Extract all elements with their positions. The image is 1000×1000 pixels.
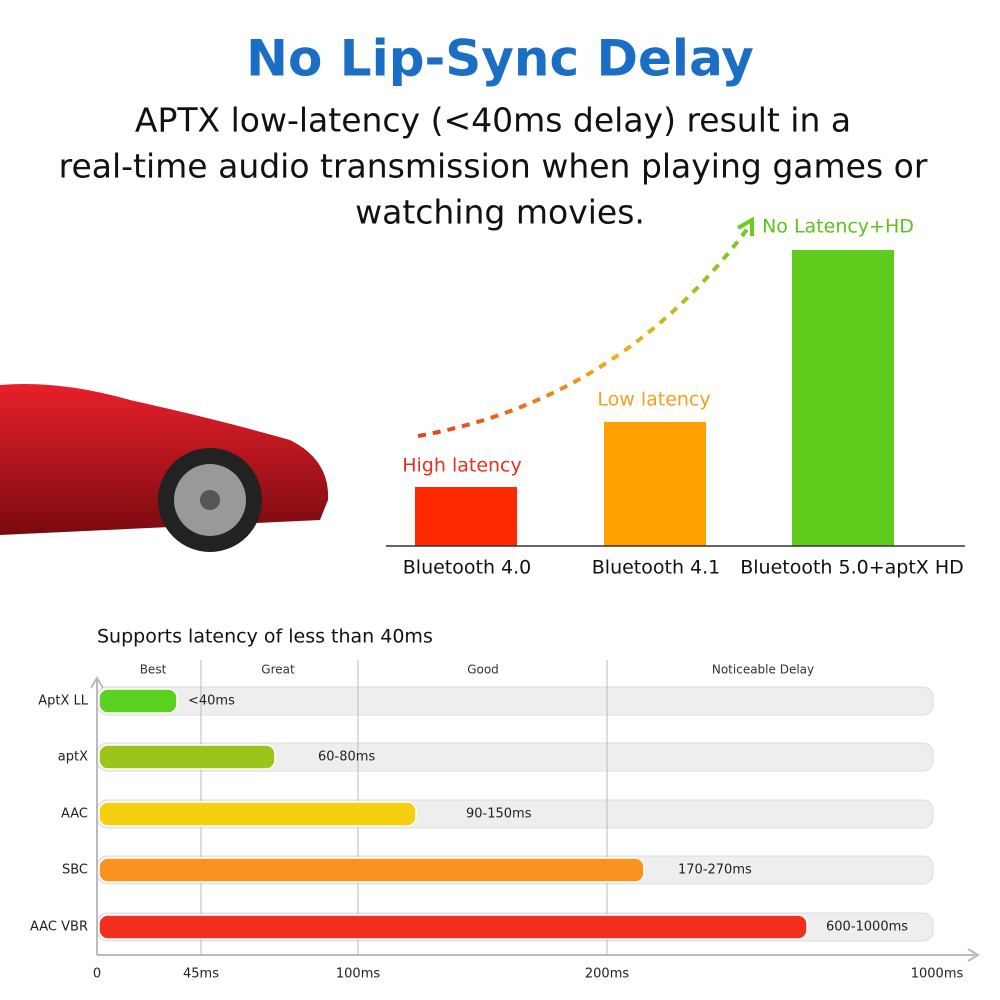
- description-line: real-time audio transmission when playin…: [59, 147, 928, 186]
- car: [0, 384, 329, 552]
- category-label: Bluetooth 5.0+aptX HD: [740, 557, 964, 579]
- row-name: AAC: [61, 807, 88, 822]
- latency-chart: Best Great Good Noticeable Delay AptX LL <40m…: [30, 660, 980, 982]
- row-name: AptX LL: [38, 694, 89, 709]
- trend-arrow: [417, 226, 750, 438]
- description-line: APTX low-latency (<40ms delay) result in…: [135, 101, 851, 140]
- axis-label: 200ms: [585, 967, 629, 982]
- axis-label: 0: [93, 967, 101, 982]
- category-label: Bluetooth 4.1: [592, 557, 721, 579]
- axis-arrow: [90, 676, 104, 689]
- row-name: aptX: [58, 750, 88, 765]
- bar: [792, 250, 894, 546]
- latency-bar: [98, 744, 276, 770]
- bar-label: No Latency+HD: [762, 216, 914, 238]
- bottom-title: Supports latency of less than 40ms: [97, 626, 433, 648]
- description-line: watching movies.: [355, 193, 645, 232]
- arrow-head: [737, 216, 754, 236]
- row-name: AAC VBR: [30, 920, 88, 935]
- axis-arrow: [967, 948, 980, 962]
- zone-label: Good: [467, 663, 499, 677]
- row-name: SBC: [62, 863, 88, 878]
- latency-label: 90-150ms: [466, 807, 532, 822]
- latency-label: 60-80ms: [318, 750, 375, 765]
- bar: [604, 422, 706, 546]
- bar: [415, 487, 517, 546]
- zone-label: Great: [261, 663, 295, 677]
- axis-label: 45ms: [183, 967, 219, 982]
- latency-label: <40ms: [188, 694, 235, 709]
- latency-label: 600-1000ms: [826, 920, 908, 935]
- latency-bar: [98, 857, 645, 883]
- axis-label: 100ms: [336, 967, 380, 982]
- zone-label: Noticeable Delay: [712, 663, 814, 677]
- latency-label: 170-270ms: [678, 863, 752, 878]
- category-label: Bluetooth 4.0: [403, 557, 532, 579]
- latency-bar: [98, 914, 808, 940]
- latency-bar: [98, 801, 417, 827]
- title: No Lip-Sync Delay: [246, 30, 754, 88]
- bar-label: High latency: [402, 455, 522, 477]
- latency-bar: [98, 688, 178, 714]
- bar-label: Low latency: [597, 389, 710, 411]
- axis-label: 1000ms: [911, 967, 964, 982]
- zone-label: Best: [140, 663, 167, 677]
